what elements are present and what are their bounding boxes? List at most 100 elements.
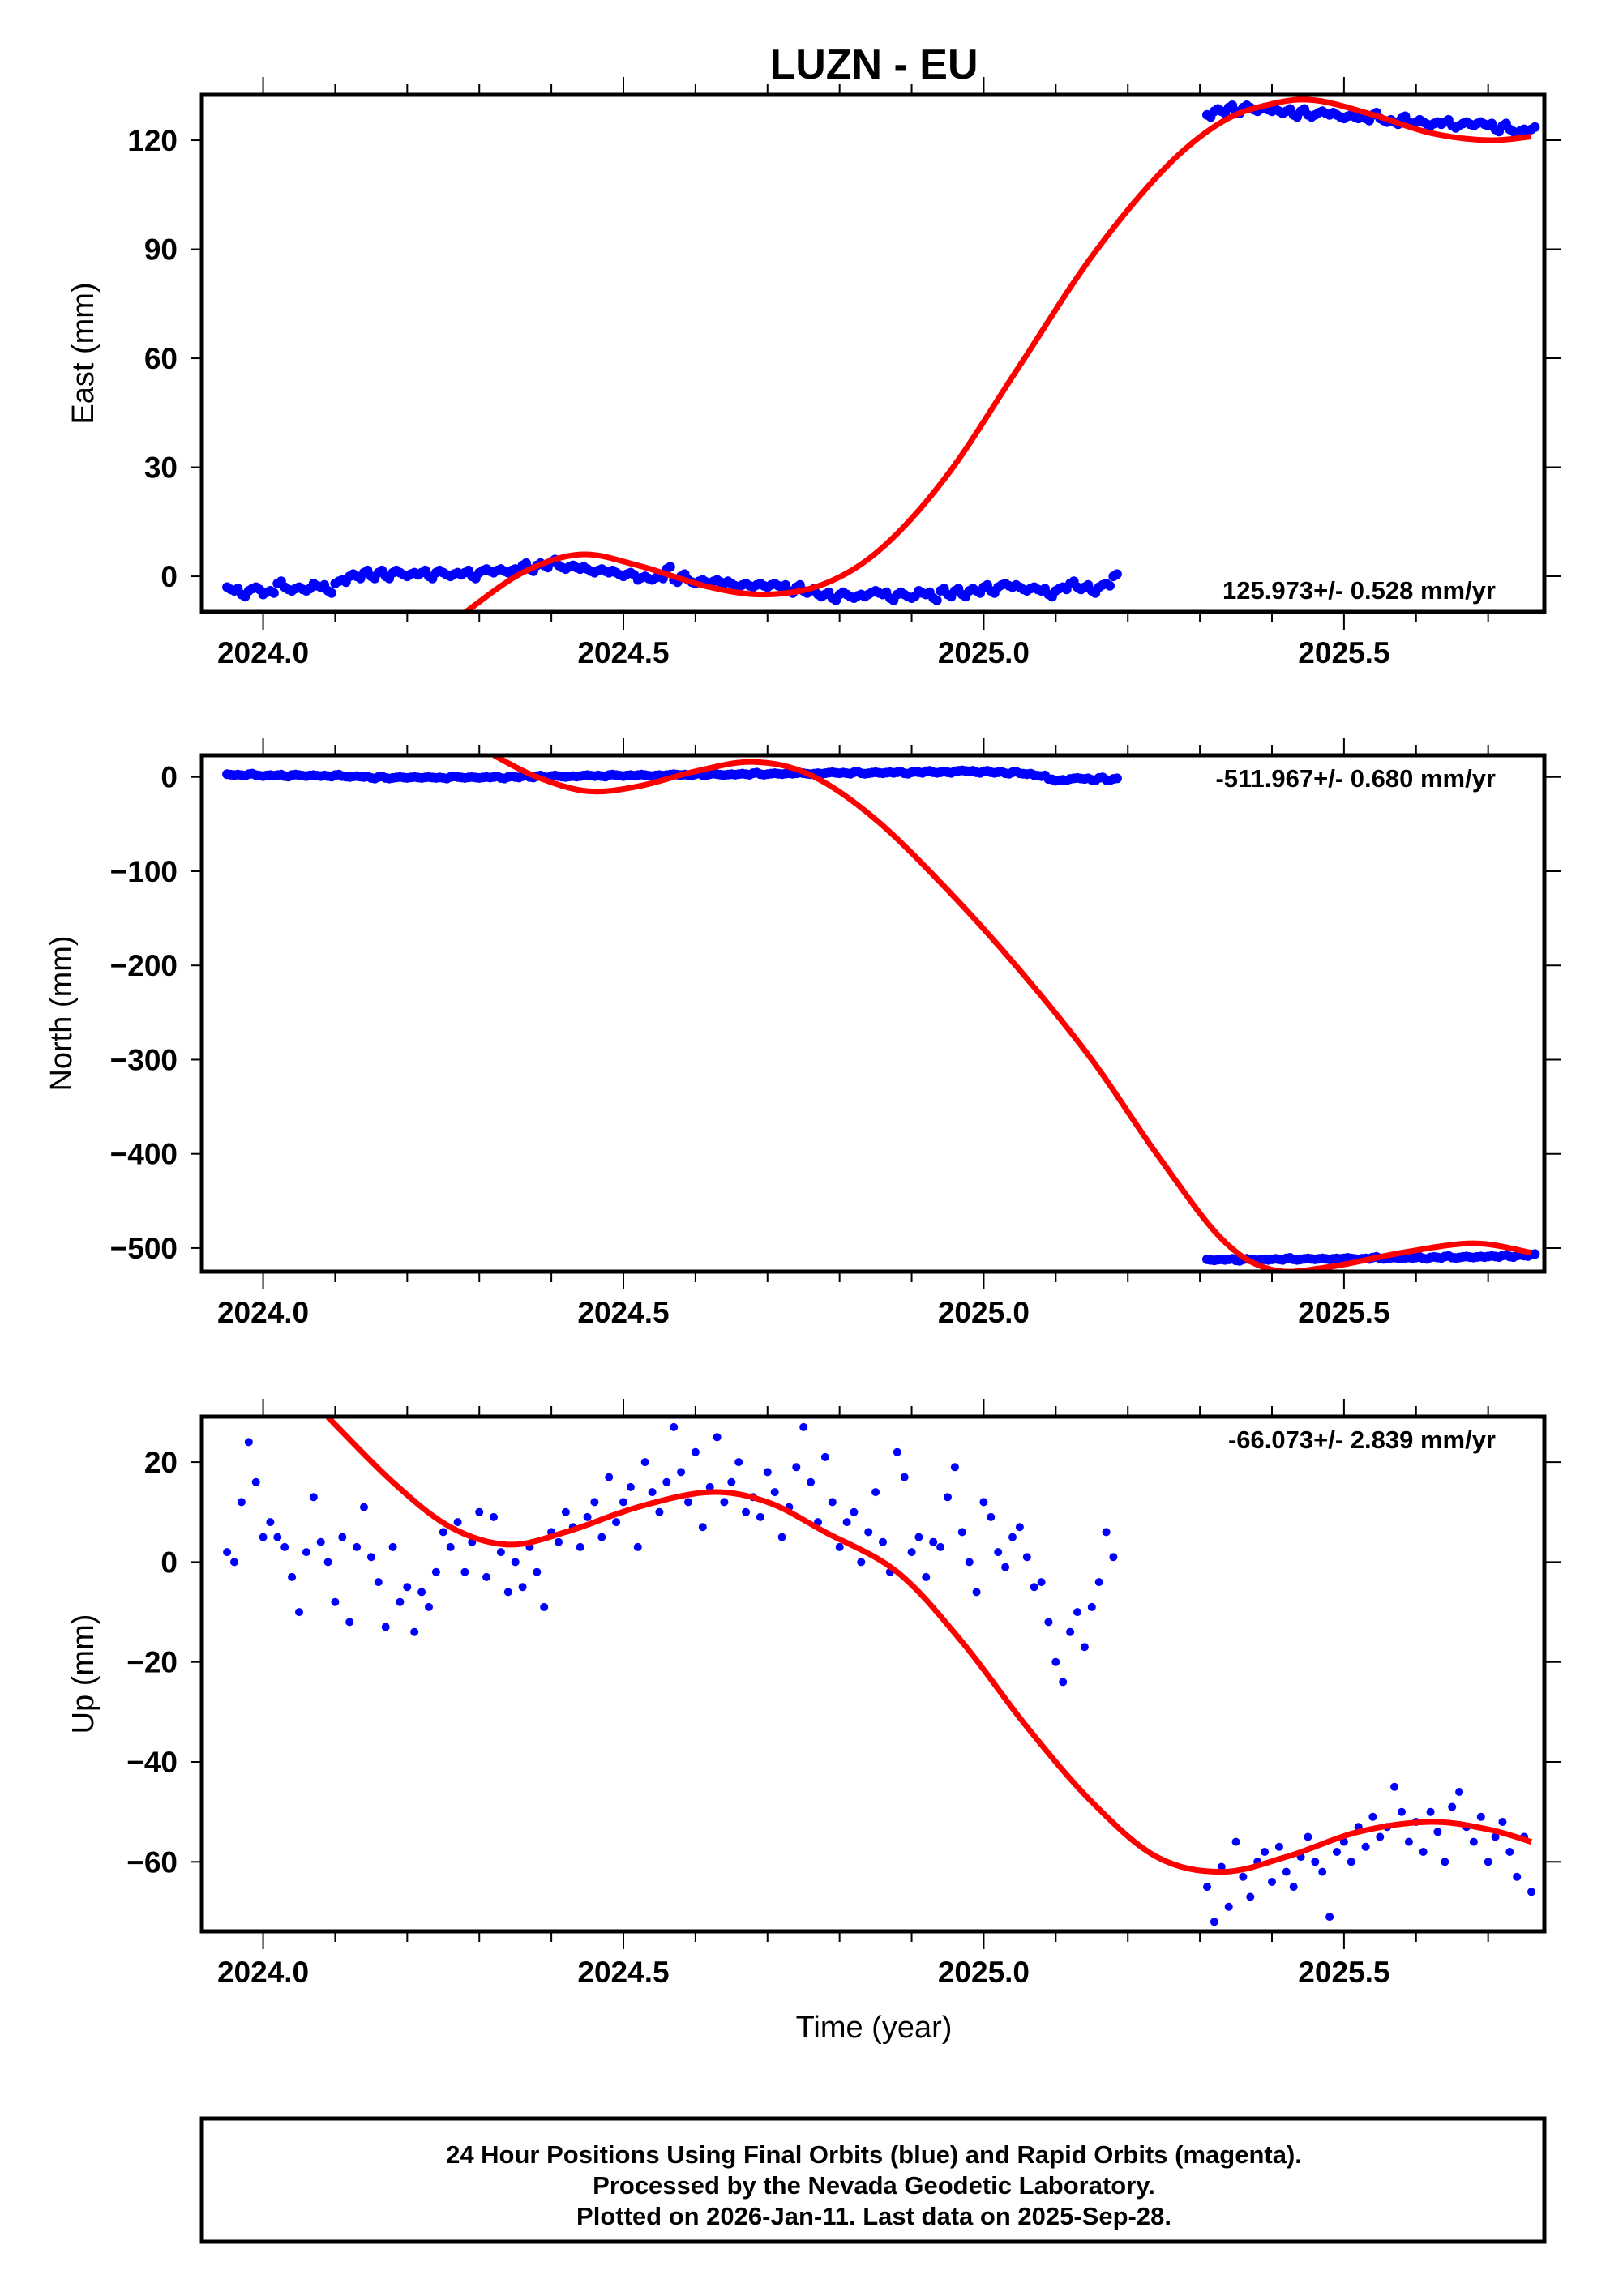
data-point xyxy=(1239,1872,1248,1881)
data-point xyxy=(742,1507,751,1516)
data-point xyxy=(770,1488,779,1497)
data-point xyxy=(1318,1867,1327,1876)
data-point xyxy=(327,588,336,598)
data-point xyxy=(1111,569,1122,579)
data-point xyxy=(1455,1788,1464,1796)
data-point xyxy=(490,1512,498,1521)
data-point xyxy=(576,1542,584,1551)
data-point xyxy=(268,588,279,598)
data-point xyxy=(230,1558,238,1567)
data-point xyxy=(446,1542,455,1551)
data-point xyxy=(1530,1249,1540,1259)
data-point xyxy=(1246,1892,1255,1901)
data-point xyxy=(698,1523,707,1532)
data-point xyxy=(1066,1627,1075,1636)
data-point xyxy=(273,1533,282,1541)
data-point xyxy=(1469,1837,1478,1846)
data-point xyxy=(720,1498,729,1507)
x-tick-label: 2025.0 xyxy=(938,1956,1030,1989)
data-point xyxy=(366,1553,375,1562)
data-point xyxy=(388,1542,397,1551)
data-point xyxy=(309,1493,318,1502)
data-point xyxy=(533,1567,542,1576)
data-point xyxy=(612,1518,621,1527)
data-point xyxy=(1347,1858,1355,1866)
data-point xyxy=(360,1503,368,1511)
data-point xyxy=(496,1548,505,1557)
data-point xyxy=(1441,1858,1449,1866)
data-point xyxy=(713,1433,722,1442)
data-point xyxy=(799,1422,808,1431)
data-point xyxy=(323,1558,332,1567)
data-point xyxy=(295,1608,303,1617)
data-point xyxy=(842,1518,851,1527)
data-point xyxy=(936,1542,945,1551)
data-point xyxy=(820,1452,829,1461)
y-tick-label: −400 xyxy=(110,1138,178,1171)
data-point xyxy=(705,1482,714,1491)
footer-line-2: Processed by the Nevada Geodetic Laborat… xyxy=(593,2171,1155,2200)
x-tick-label: 2024.0 xyxy=(217,1296,309,1329)
data-point xyxy=(648,1488,657,1497)
data-point xyxy=(1325,1913,1334,1922)
data-point xyxy=(944,1493,952,1502)
data-point xyxy=(1498,1818,1507,1826)
data-point xyxy=(1476,1812,1485,1821)
data-point xyxy=(835,1542,844,1551)
data-point xyxy=(1339,1837,1348,1846)
data-point xyxy=(1505,1848,1514,1856)
data-point xyxy=(555,1537,563,1546)
data-point xyxy=(244,1438,253,1447)
data-point xyxy=(1491,1832,1500,1841)
x-tick-label: 2024.0 xyxy=(217,1956,309,1989)
data-point xyxy=(583,1512,592,1521)
data-point xyxy=(1022,1553,1031,1562)
y-tick-label: 0 xyxy=(161,1546,178,1579)
data-point xyxy=(381,1623,390,1631)
data-point xyxy=(879,1537,887,1546)
data-point xyxy=(662,1477,671,1486)
data-point xyxy=(1051,1657,1060,1666)
plot-area xyxy=(222,755,1540,1272)
data-point xyxy=(1111,773,1122,784)
data-point xyxy=(1404,1837,1413,1846)
data-point xyxy=(540,1602,549,1611)
data-point xyxy=(425,1602,433,1611)
plot-area xyxy=(223,1417,1535,1926)
data-point xyxy=(511,1558,520,1567)
data-point xyxy=(331,1597,340,1606)
data-point xyxy=(670,1422,679,1431)
data-point xyxy=(979,1498,988,1507)
data-point xyxy=(460,1567,469,1576)
data-point xyxy=(1037,1578,1046,1587)
data-point xyxy=(1361,1842,1370,1851)
x-tick-label: 2025.5 xyxy=(1298,636,1389,669)
y-tick-label: 0 xyxy=(161,560,178,593)
data-point xyxy=(1087,1602,1096,1611)
plot-frame xyxy=(199,753,1547,1274)
data-point xyxy=(655,1507,664,1516)
data-point xyxy=(864,1528,873,1537)
data-point xyxy=(665,562,675,572)
data-point xyxy=(1102,1528,1111,1537)
y-tick-label: 20 xyxy=(144,1446,178,1479)
x-tick-label: 2025.0 xyxy=(938,1296,1030,1329)
data-point xyxy=(1094,1578,1103,1587)
data-point xyxy=(777,1533,786,1541)
x-tick-label: 2024.5 xyxy=(577,1956,669,1989)
x-tick-label: 2024.0 xyxy=(217,636,309,669)
data-point xyxy=(503,1588,512,1597)
y-tick-label: −500 xyxy=(110,1232,178,1265)
data-point xyxy=(316,1537,325,1546)
data-point xyxy=(1015,1523,1024,1532)
data-point xyxy=(871,1488,880,1497)
data-point xyxy=(914,1533,923,1541)
rate-annotation: 125.973+/- 0.528 mm/yr xyxy=(1222,576,1496,605)
data-point xyxy=(1433,1828,1442,1836)
data-point xyxy=(900,1473,909,1481)
data-point xyxy=(763,1468,772,1477)
data-point xyxy=(1008,1533,1017,1541)
data-point xyxy=(1217,1862,1226,1871)
data-point xyxy=(561,1507,570,1516)
data-point xyxy=(259,1533,268,1541)
